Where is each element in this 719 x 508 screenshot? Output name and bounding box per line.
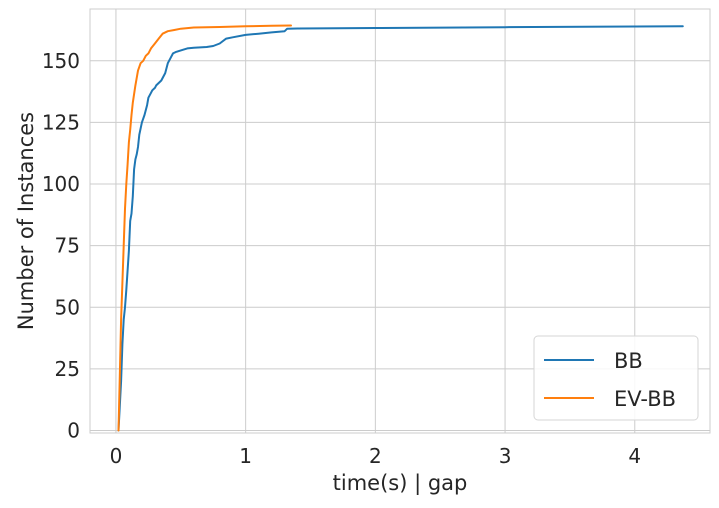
series-line-bb bbox=[117, 25, 684, 432]
y-tick-label: 25 bbox=[55, 357, 80, 381]
x-tick-label: 2 bbox=[369, 444, 382, 468]
legend-label-ev-bb: EV-BB bbox=[614, 387, 676, 411]
legend: BB EV-BB bbox=[533, 335, 699, 421]
x-tick-label: 0 bbox=[110, 444, 123, 468]
plot-frame bbox=[89, 8, 711, 434]
series-line-ev-bb bbox=[117, 24, 292, 432]
x-axis-label: time(s) | gap bbox=[333, 471, 468, 496]
x-tick-label: 4 bbox=[628, 444, 641, 468]
y-tick-label: 125 bbox=[42, 110, 80, 134]
y-axis-label: Number of Instances bbox=[14, 112, 38, 330]
x-tick-label: 1 bbox=[239, 444, 252, 468]
y-tick-label: 0 bbox=[67, 419, 80, 443]
series-layer bbox=[117, 24, 684, 432]
grid-layer bbox=[89, 8, 711, 434]
legend-label-bb: BB bbox=[614, 349, 643, 373]
y-tick-label: 75 bbox=[55, 234, 80, 258]
x-tick-label: 3 bbox=[499, 444, 512, 468]
tick-labels: 0 1 2 3 4 0 25 50 75 100 125 150 bbox=[42, 49, 641, 468]
y-tick-label: 50 bbox=[55, 295, 80, 319]
y-tick-label: 150 bbox=[42, 49, 80, 73]
y-tick-label: 100 bbox=[42, 172, 80, 196]
